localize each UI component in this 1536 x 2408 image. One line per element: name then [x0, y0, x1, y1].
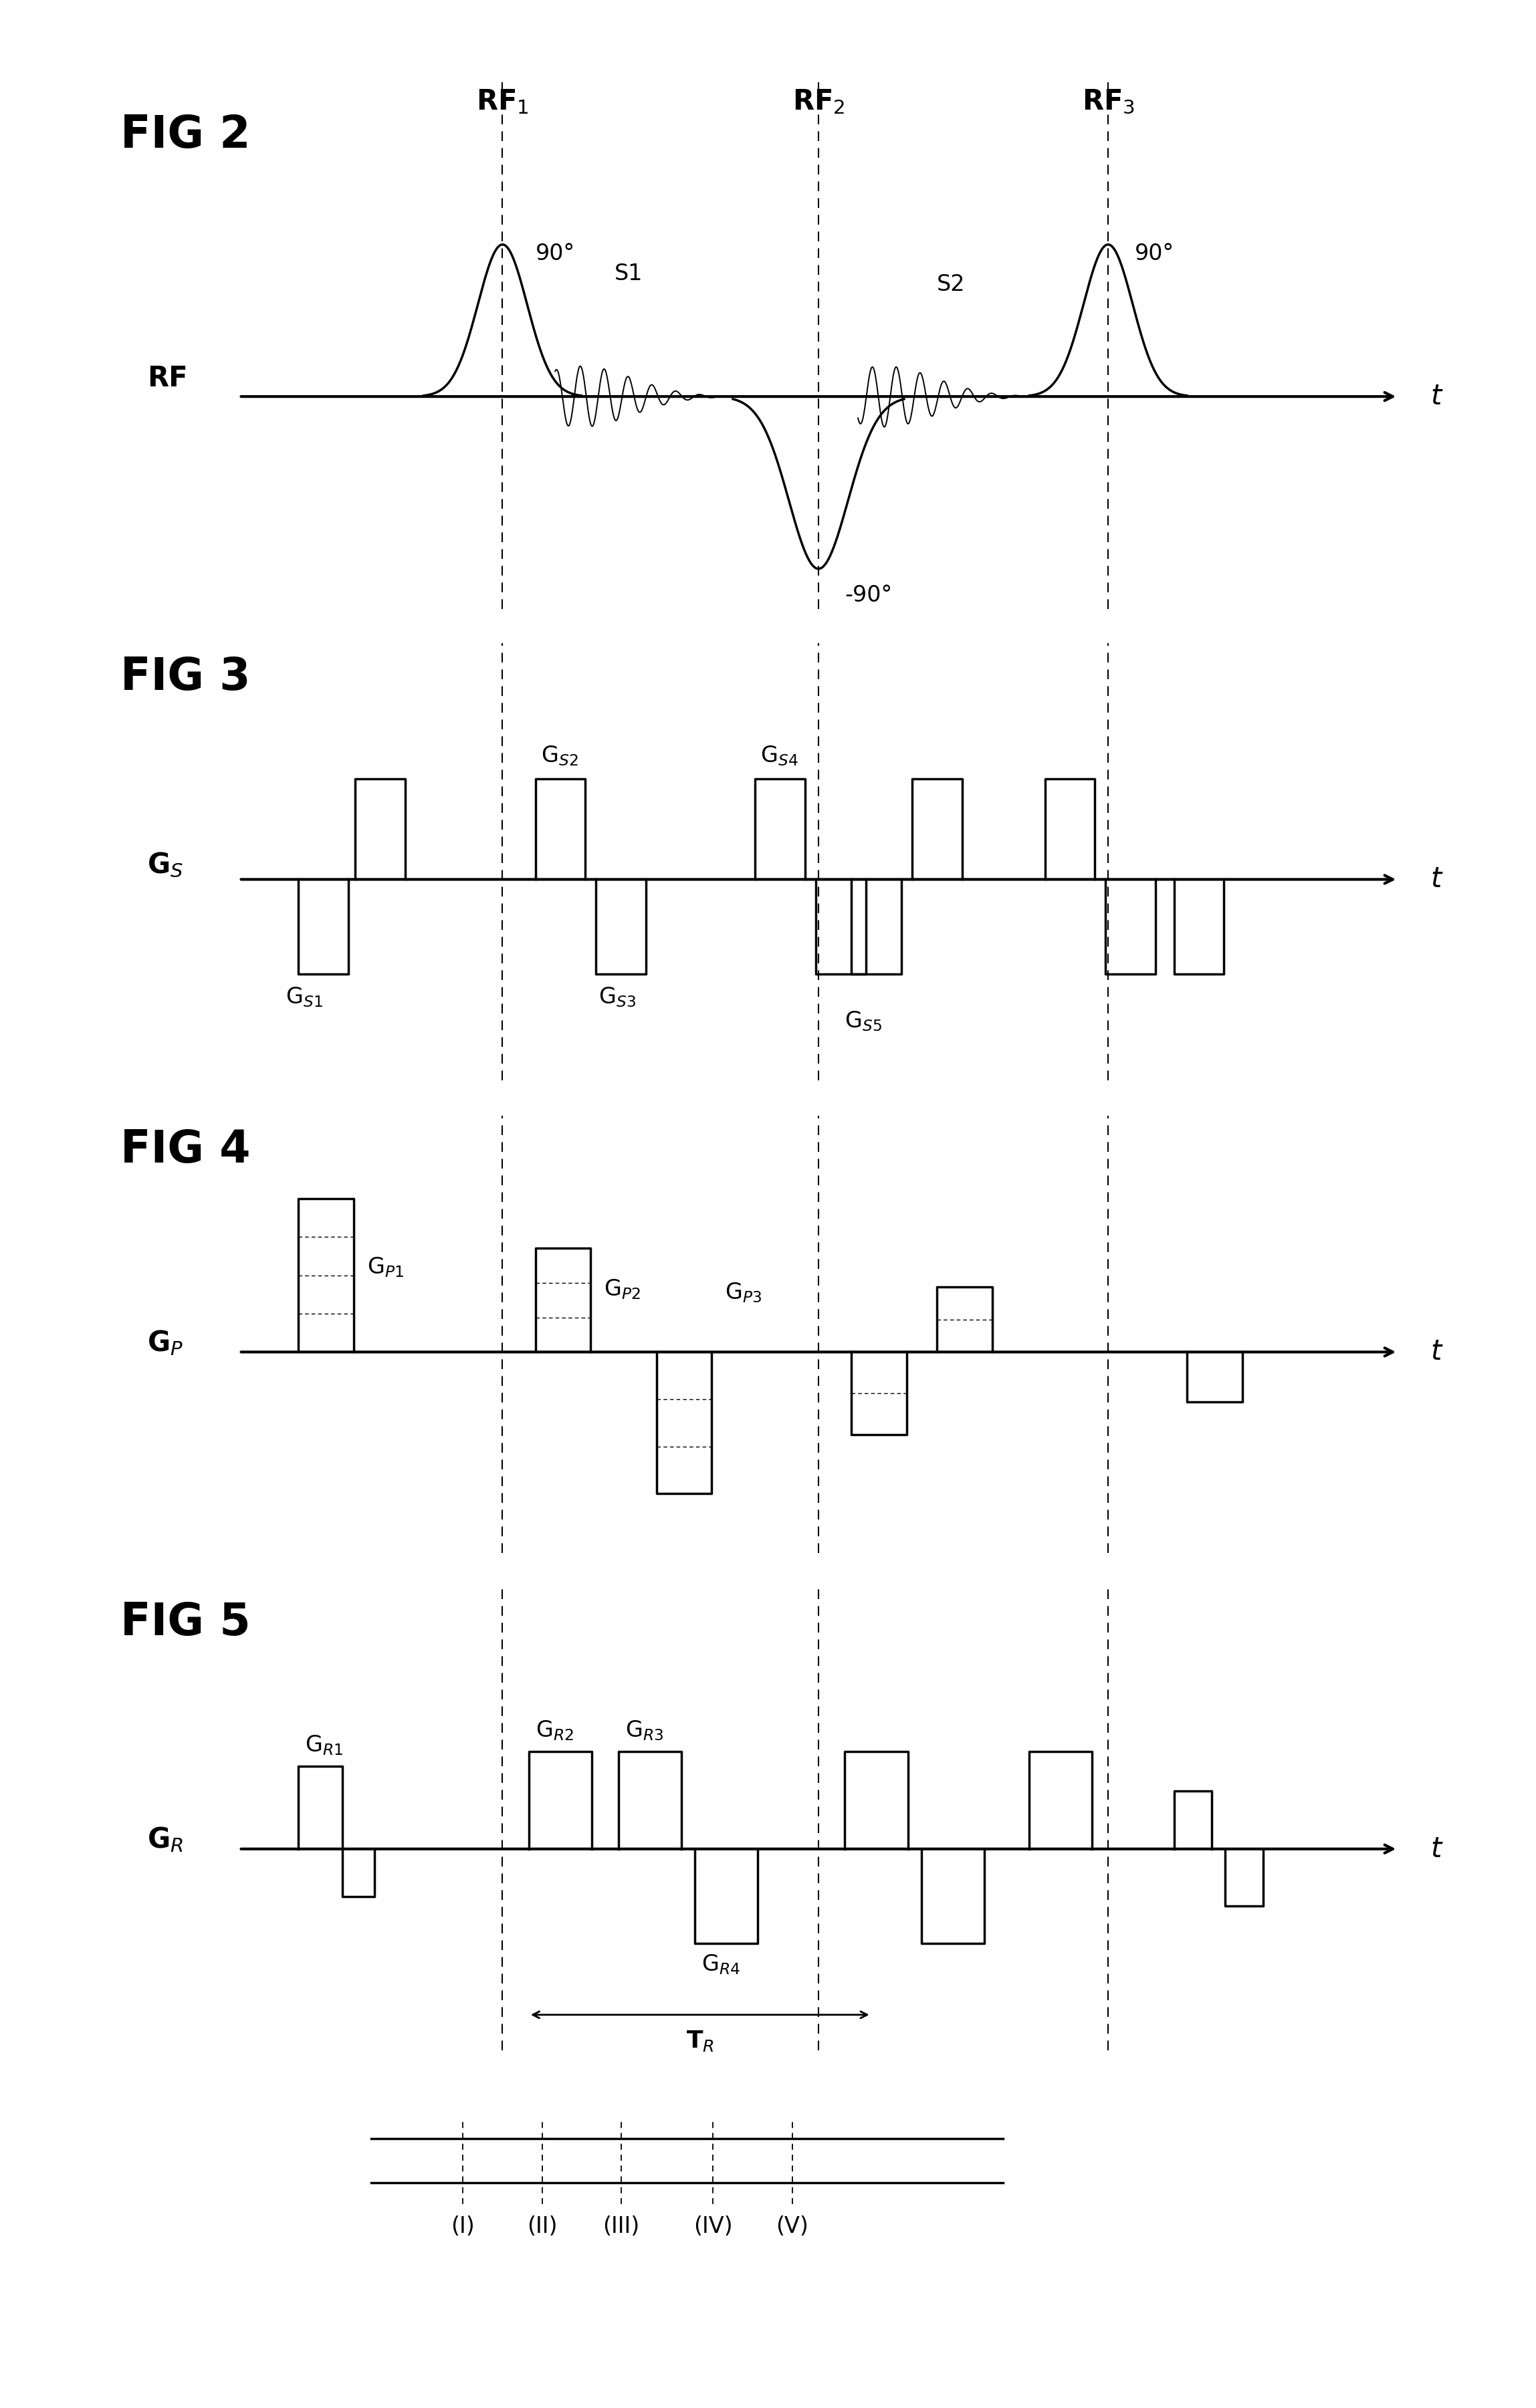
Text: RF$_2$: RF$_2$ [793, 87, 845, 116]
Text: RF$_3$: RF$_3$ [1081, 87, 1135, 116]
Text: G$_{R3}$: G$_{R3}$ [625, 1719, 664, 1743]
Text: G$_R$: G$_R$ [147, 1825, 183, 1854]
Text: G$_{S4}$: G$_{S4}$ [760, 744, 799, 768]
Text: t: t [1430, 864, 1442, 893]
Text: 90°: 90° [1135, 243, 1174, 265]
Text: FIG 3: FIG 3 [121, 655, 250, 698]
Text: (IV): (IV) [694, 2215, 733, 2237]
Text: -90°: -90° [845, 585, 892, 607]
Text: FIG 5: FIG 5 [121, 1601, 250, 1645]
Text: RF: RF [147, 364, 187, 393]
Text: T$_R$: T$_R$ [687, 2030, 714, 2054]
Text: S2: S2 [937, 272, 966, 296]
Text: G$_{S3}$: G$_{S3}$ [599, 985, 636, 1009]
Text: (I): (I) [452, 2215, 475, 2237]
Text: t: t [1430, 1835, 1442, 1864]
Text: G$_S$: G$_S$ [147, 850, 183, 879]
Text: RF$_1$: RF$_1$ [476, 87, 528, 116]
Text: G$_{P3}$: G$_{P3}$ [725, 1281, 762, 1305]
Text: G$_{R2}$: G$_{R2}$ [536, 1719, 573, 1743]
Text: t: t [1430, 1339, 1442, 1365]
Text: G$_{P2}$: G$_{P2}$ [604, 1279, 641, 1300]
Text: G$_{P1}$: G$_{P1}$ [367, 1257, 404, 1279]
Text: (V): (V) [776, 2215, 808, 2237]
Text: (III): (III) [602, 2215, 639, 2237]
Text: t: t [1430, 383, 1442, 409]
Text: 90°: 90° [536, 243, 574, 265]
Text: FIG 2: FIG 2 [121, 113, 250, 157]
Text: G$_{S2}$: G$_{S2}$ [541, 744, 578, 768]
Text: G$_{R4}$: G$_{R4}$ [702, 1953, 740, 1977]
Text: G$_{S1}$: G$_{S1}$ [286, 985, 323, 1009]
Text: FIG 4: FIG 4 [121, 1127, 250, 1173]
Text: S1: S1 [614, 262, 644, 284]
Text: (II): (II) [527, 2215, 558, 2237]
Text: G$_{S5}$: G$_{S5}$ [845, 1009, 882, 1033]
Text: G$_P$: G$_P$ [147, 1329, 183, 1356]
Text: G$_{R1}$: G$_{R1}$ [306, 1734, 343, 1758]
